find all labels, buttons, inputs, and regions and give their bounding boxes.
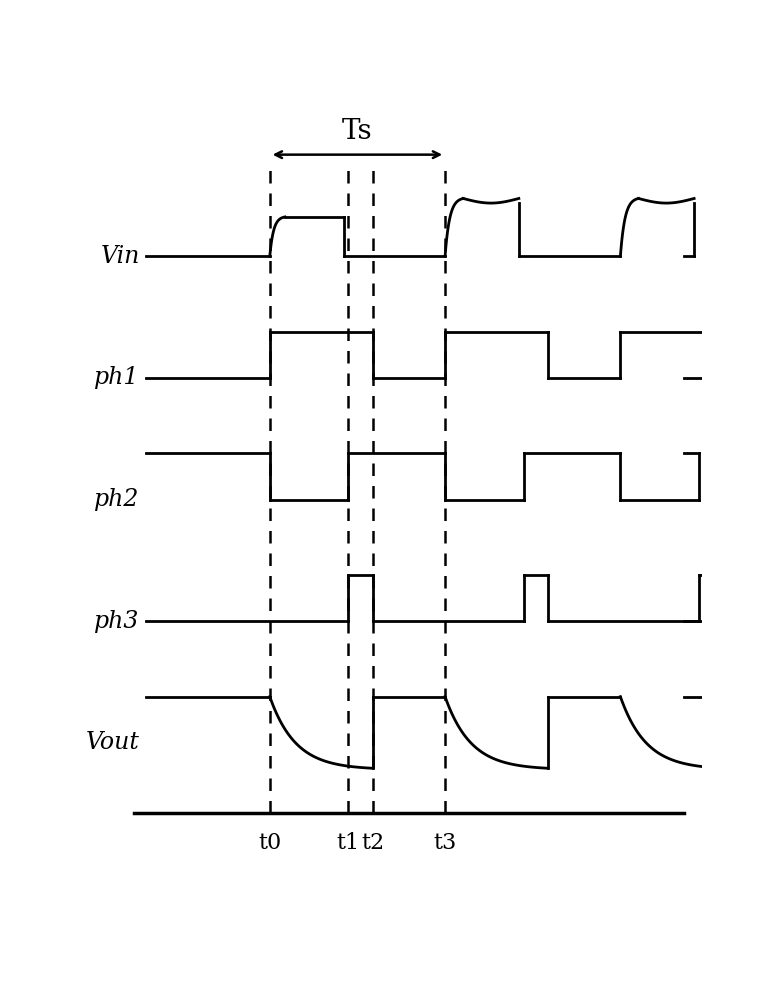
Text: ph3: ph3 [94, 610, 140, 633]
Text: ph1: ph1 [94, 366, 140, 389]
Text: Ts: Ts [342, 118, 373, 145]
Text: Vin: Vin [101, 245, 140, 268]
Text: t0: t0 [258, 832, 282, 854]
Text: t2: t2 [361, 832, 384, 854]
Text: t1: t1 [337, 832, 360, 854]
Text: ph2: ph2 [94, 488, 140, 511]
Text: t3: t3 [434, 832, 457, 854]
Text: Vout: Vout [86, 731, 140, 754]
